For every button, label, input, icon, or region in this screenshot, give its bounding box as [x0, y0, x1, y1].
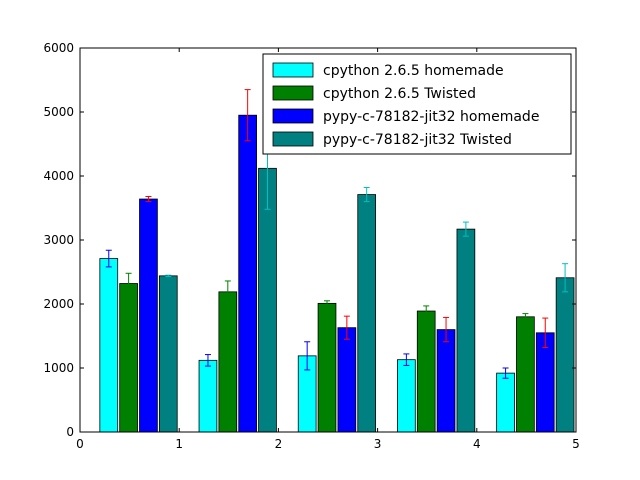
legend: cpython 2.6.5 homemade cpython 2.6.5 Twis… [262, 53, 572, 155]
error-bar-s0-2 [304, 341, 311, 371]
legend-swatch-3 [272, 131, 314, 147]
legend-box [262, 53, 572, 155]
bar-s2-1 [238, 114, 257, 433]
bar-s0-1 [198, 359, 218, 433]
legend-label-3: pypy-c-78182-jit32 Twisted [323, 132, 512, 148]
bar-s0-3 [397, 359, 416, 433]
ticks-layer: 0 1 2 3 4 5 0 1000 2000 3000 4000 5000 6000 [43, 41, 579, 451]
bar-s1-3 [416, 310, 436, 433]
bar-s0-0 [99, 258, 119, 433]
x-tick-label-3: 3 [374, 437, 382, 451]
bar-s0-4 [496, 372, 515, 433]
bar-s2-2 [337, 327, 357, 433]
y-tick-label-0: 0 [66, 425, 74, 439]
bar-s3-4 [555, 277, 575, 433]
x-tick-label-2: 2 [275, 437, 283, 451]
y-tick-label-4: 4000 [43, 169, 74, 183]
error-bar-s0-3 [403, 353, 410, 366]
error-bar-s2-1 [244, 89, 251, 142]
bar-s1-2 [317, 302, 337, 433]
bar-s3-3 [456, 228, 476, 433]
error-bar-s2-0 [145, 195, 152, 203]
error-bar-s1-3 [423, 305, 430, 317]
bar-s2-3 [436, 329, 456, 433]
bars-layer [99, 114, 575, 433]
error-bar-s2-3 [443, 316, 450, 343]
x-tick-label-0: 0 [76, 437, 84, 451]
x-tick-label-5: 5 [572, 437, 580, 451]
y-tick-label-1: 1000 [43, 361, 74, 375]
error-bar-s3-4 [562, 263, 569, 293]
error-bar-s1-4 [522, 313, 529, 321]
error-bar-s0-1 [204, 354, 211, 367]
error-bar-s0-4 [502, 367, 509, 379]
y-tick-label-2: 2000 [43, 297, 74, 311]
bar-s3-2 [357, 194, 377, 433]
x-tick-label-4: 4 [473, 437, 481, 451]
legend-swatch-2 [272, 108, 314, 124]
error-bar-s2-2 [343, 315, 350, 340]
error-bar-s1-2 [324, 300, 331, 307]
bar-s1-4 [516, 316, 535, 433]
bar-s2-0 [139, 198, 158, 433]
legend-label-2: pypy-c-78182-jit32 homemade [323, 109, 539, 125]
legend-label-1: cpython 2.6.5 Twisted [323, 86, 476, 102]
y-tick-label-5: 5000 [43, 105, 74, 119]
legend-label-0: cpython 2.6.5 homemade [323, 63, 504, 79]
error-bar-s3-2 [363, 187, 370, 203]
bar-s1-0 [119, 283, 138, 433]
error-bar-s1-1 [224, 280, 231, 304]
bar-s1-1 [218, 291, 238, 433]
x-tick-label-1: 1 [175, 437, 183, 451]
error-bar-s3-0 [165, 274, 172, 277]
error-bar-s3-3 [462, 221, 469, 237]
y-tick-label-6: 6000 [43, 41, 74, 55]
error-bar-s0-0 [105, 249, 112, 268]
y-tick-label-3: 3000 [43, 233, 74, 247]
error-bar-s1-0 [125, 272, 132, 295]
error-bar-s2-4 [542, 317, 549, 349]
errorbars-layer [105, 89, 569, 379]
legend-swatch-0 [272, 62, 314, 78]
bar-s3-0 [158, 275, 178, 433]
legend-swatch-1 [272, 85, 314, 101]
